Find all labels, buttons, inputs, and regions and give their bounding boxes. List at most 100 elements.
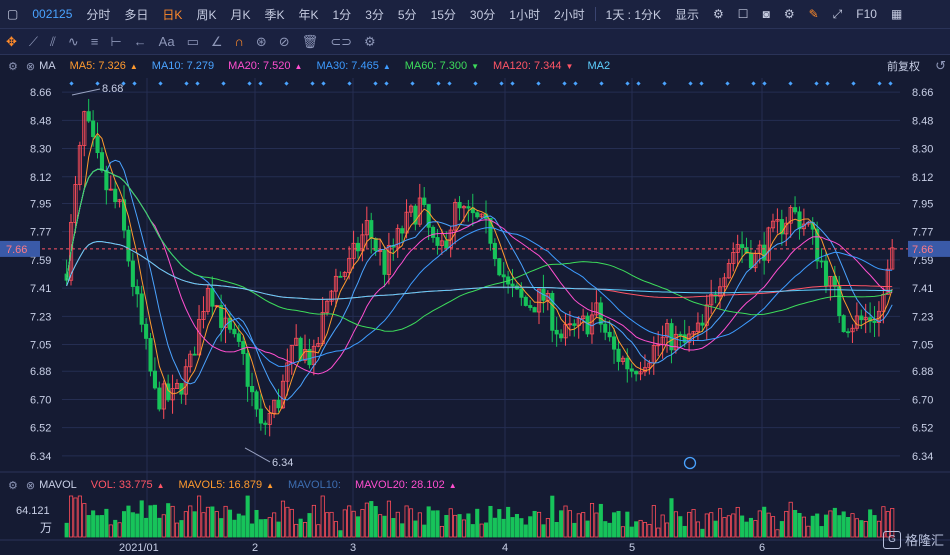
candle-body	[69, 222, 74, 281]
volume-bar	[810, 515, 815, 538]
ruler-icon[interactable]: ∠	[210, 33, 223, 49]
candle-body	[656, 344, 661, 347]
x-tick-label: 2021/01	[119, 542, 159, 554]
volume-bar	[395, 511, 400, 538]
settings-icon[interactable]: ⚙	[783, 7, 795, 21]
grid-icon[interactable]: ▦	[890, 7, 903, 21]
candle-body	[355, 242, 361, 252]
candle-body	[426, 204, 431, 228]
pen-icon[interactable]: ✎	[808, 7, 819, 21]
period-tab[interactable]: 年K	[298, 7, 319, 22]
volume-bar	[620, 526, 625, 538]
volume-bar	[201, 512, 206, 538]
candle-body	[695, 322, 701, 332]
volume-bar	[854, 518, 859, 538]
candle-body	[431, 226, 436, 238]
volume-bar	[347, 505, 352, 538]
display-menu[interactable]: 显示	[675, 7, 700, 22]
signal-marker	[132, 81, 137, 86]
candle-body	[647, 362, 652, 369]
adjust-mode[interactable]: 前复权	[887, 61, 920, 73]
indicator-gear-icon[interactable]: ⚙	[8, 60, 18, 73]
candle-body	[232, 328, 237, 335]
signal-marker	[447, 81, 452, 86]
period-tab[interactable]: 5分	[397, 7, 417, 22]
f10-button[interactable]: F10	[856, 7, 877, 21]
channel-tool-icon[interactable]: ⫽	[50, 33, 56, 49]
gear-icon[interactable]: ⚙	[713, 7, 724, 21]
volume-gear-icon[interactable]: ⚙	[8, 479, 18, 492]
volume-bar	[378, 514, 383, 538]
volume-bar	[342, 509, 347, 538]
period-tab[interactable]: 多日	[124, 7, 149, 22]
trash-icon[interactable]: 🗑	[301, 33, 319, 49]
volume-close-icon[interactable]: ⊗	[25, 479, 36, 492]
candle-body	[748, 252, 754, 269]
interval-select[interactable]: 1天 : 1分K	[605, 7, 662, 22]
lock-icon[interactable]: ⊛	[255, 33, 267, 49]
period-tab[interactable]: 3分	[365, 7, 384, 22]
magnet-icon[interactable]: ∩	[234, 34, 244, 49]
volume-bar	[364, 502, 369, 538]
period-tab[interactable]: 月K	[230, 7, 251, 22]
vol-value: MAVOL5: 16.879 ▲	[178, 479, 275, 491]
candle-body	[766, 227, 771, 261]
period-tab[interactable]: 分时	[86, 7, 111, 22]
range-tool-icon[interactable]: ⊢	[110, 33, 122, 49]
period-tab[interactable]: 日K	[162, 7, 183, 22]
expand-icon[interactable]: ⤢	[832, 6, 843, 21]
candle-body	[722, 277, 727, 288]
period-tab[interactable]: 15分	[430, 7, 456, 22]
candle-body	[329, 290, 334, 302]
volume-bar	[669, 498, 674, 538]
link-icon[interactable]: ⊂⊃	[330, 33, 352, 49]
candle-body	[276, 399, 281, 409]
candle-body	[585, 315, 590, 335]
candle-body	[161, 383, 166, 410]
toolbar-settings-icon[interactable]: ⚙	[363, 33, 376, 49]
arrow-tool-icon[interactable]: ←	[133, 34, 147, 49]
ma-line	[66, 240, 893, 300]
candle-body	[815, 228, 820, 262]
text-tool-icon[interactable]: Aa	[158, 34, 175, 49]
square-icon[interactable]: ▢	[7, 7, 19, 21]
indicator-close-icon[interactable]: ⊗	[25, 60, 36, 73]
candle-body	[408, 205, 414, 213]
current-price-label-right: 7.66	[912, 244, 933, 256]
candle-body	[678, 333, 683, 336]
event-marker-icon	[683, 456, 697, 470]
signal-marker	[636, 81, 641, 86]
note-tool-icon[interactable]: ▭	[186, 33, 199, 49]
vol-value: VOL: 33.775 ▲	[90, 479, 165, 491]
volume-indicator-name[interactable]: MAVOL	[39, 479, 77, 491]
volume-bar	[258, 519, 263, 538]
period-tab[interactable]: 季K	[264, 7, 285, 22]
volume-bar	[554, 521, 559, 538]
volume-bar	[797, 512, 802, 538]
volume-bar	[651, 505, 656, 538]
signal-marker	[473, 81, 478, 86]
undo-icon[interactable]: ↺	[935, 58, 946, 73]
fib-tool-icon[interactable]: ≡	[90, 34, 99, 49]
volume-bar	[289, 508, 294, 538]
volume-bar	[369, 501, 374, 538]
candle-body	[554, 329, 559, 335]
volume-bar	[744, 521, 749, 538]
line-tool-icon[interactable]: ⟋	[28, 33, 39, 49]
camera-icon[interactable]: ◙	[762, 7, 770, 21]
checkbox-icon[interactable]: ☐	[737, 7, 749, 21]
period-tab[interactable]: 周K	[196, 7, 217, 22]
volume-bar	[135, 513, 140, 538]
period-tab[interactable]: 2小时	[553, 7, 585, 22]
hide-icon[interactable]: ⊘	[278, 33, 290, 49]
indicator-name[interactable]: MA	[39, 60, 56, 72]
period-tab[interactable]: 1小时	[509, 7, 540, 22]
volume-bar	[457, 514, 462, 538]
stock-code[interactable]: 002125	[32, 7, 73, 21]
period-tab[interactable]: 30分	[469, 7, 496, 22]
wave-tool-icon[interactable]: ∿	[67, 33, 79, 49]
ma-line	[66, 168, 893, 368]
period-tab[interactable]: 1分	[332, 7, 352, 22]
move-icon[interactable]: ✥	[6, 33, 17, 49]
